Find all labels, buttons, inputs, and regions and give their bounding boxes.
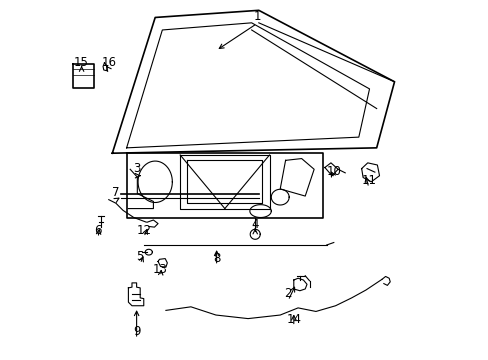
Text: 1: 1: [253, 10, 260, 23]
Text: 12: 12: [136, 224, 151, 237]
Text: 2: 2: [284, 287, 291, 300]
Text: 5: 5: [136, 250, 143, 263]
Text: 13: 13: [153, 263, 168, 276]
Text: 15: 15: [74, 55, 89, 69]
Text: 7: 7: [112, 186, 120, 199]
Text: 16: 16: [101, 55, 116, 69]
Text: 14: 14: [285, 313, 301, 326]
Text: 8: 8: [212, 252, 220, 265]
Text: 6: 6: [94, 224, 102, 237]
Text: 3: 3: [133, 162, 140, 175]
Text: 11: 11: [361, 174, 376, 187]
Text: 4: 4: [251, 218, 259, 231]
Text: 10: 10: [326, 165, 341, 177]
Text: 9: 9: [133, 325, 140, 338]
